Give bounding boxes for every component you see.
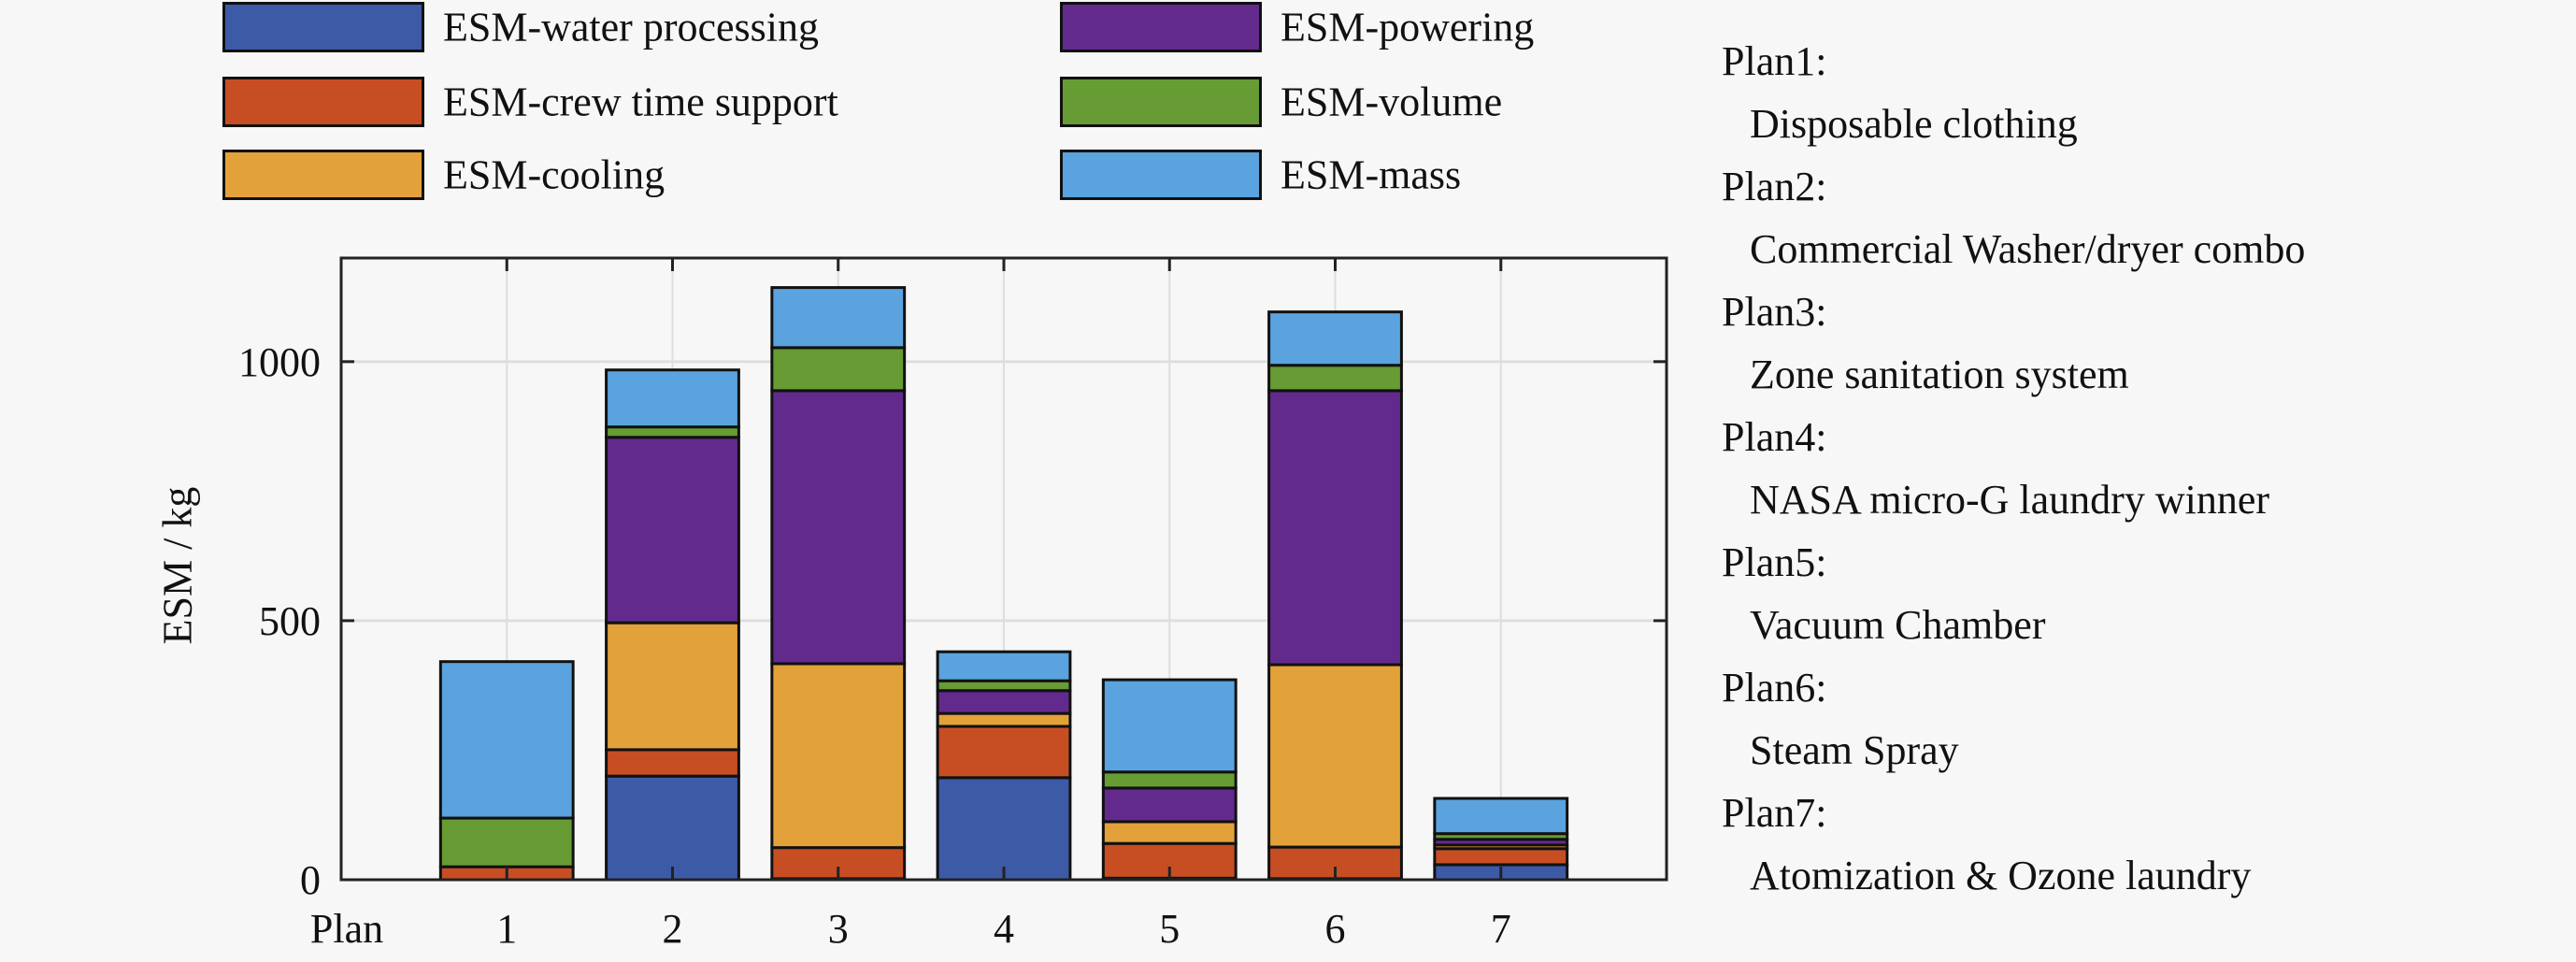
plan-7-description: Atomization & Ozone laundry bbox=[1750, 853, 2252, 898]
bar-segment-esm-cooling-plan-4 bbox=[936, 711, 1072, 728]
ticks-layer: 1 2 3 4 5 6 7 0 500 1000 bbox=[238, 258, 1667, 952]
plan-2-description: Commercial Washer/dryer combo bbox=[1750, 226, 2306, 272]
bar-segment-esm-powering-plan-5 bbox=[1101, 786, 1238, 824]
legend-label-powering: ESM-powering bbox=[1281, 4, 1535, 50]
bar-stack-plan-3 bbox=[770, 286, 907, 882]
bar-segment-esm-powering-plan-6 bbox=[1267, 389, 1403, 667]
bar-segment-esm-crew-time-support-plan-2 bbox=[605, 748, 740, 778]
bar-segment-esm-powering-plan-4 bbox=[936, 689, 1072, 715]
bar-segment-esm-powering-plan-3 bbox=[770, 389, 907, 666]
bar-segment-esm-volume-plan-5 bbox=[1101, 770, 1238, 790]
bar-segment-esm-mass-plan-6 bbox=[1267, 310, 1403, 367]
x-axis-label: Plan bbox=[310, 906, 383, 952]
bar-stack-plan-2 bbox=[605, 368, 740, 882]
legend-label-cooling: ESM-cooling bbox=[443, 151, 665, 198]
bar-segment-esm-mass-plan-2 bbox=[605, 368, 740, 429]
x-tick-label: 4 bbox=[994, 906, 1014, 952]
x-tick-label: 1 bbox=[496, 906, 517, 952]
bar-stack-plan-4 bbox=[936, 650, 1072, 882]
plan-7-label: Plan7: bbox=[1722, 790, 1827, 836]
legend-swatch-crew-time-support bbox=[222, 77, 424, 127]
legend-label-crew-time-support: ESM-crew time support bbox=[443, 79, 838, 125]
plan-descriptions: Plan1: Disposable clothing Plan2: Commer… bbox=[1722, 30, 2305, 907]
x-tick-label: 5 bbox=[1159, 906, 1180, 952]
x-tick-label: 3 bbox=[828, 906, 849, 952]
plan-5-description: Vacuum Chamber bbox=[1750, 602, 2046, 648]
legend-swatch-water-processing bbox=[222, 2, 424, 52]
bar-segment-esm-volume-plan-6 bbox=[1267, 364, 1403, 393]
legend-label-volume: ESM-volume bbox=[1281, 79, 1503, 125]
legend-item-powering: ESM-powering bbox=[1060, 0, 1534, 54]
legend-label-water-processing: ESM-water processing bbox=[443, 4, 820, 50]
bar-segment-esm-cooling-plan-3 bbox=[770, 662, 907, 850]
plan-2-label: Plan2: bbox=[1722, 164, 1827, 209]
bar-segment-esm-cooling-plan-2 bbox=[605, 621, 740, 752]
bar-stack-plan-6 bbox=[1267, 310, 1403, 882]
bar-segment-esm-volume-plan-2 bbox=[605, 425, 740, 439]
bar-segment-esm-volume-plan-4 bbox=[936, 679, 1072, 693]
bar-segment-esm-volume-plan-1 bbox=[438, 816, 575, 869]
bar-stack-plan-5 bbox=[1101, 678, 1238, 882]
x-tick-label: 2 bbox=[663, 906, 683, 952]
bar-stack-plan-1 bbox=[438, 660, 575, 882]
x-tick-label: 6 bbox=[1325, 906, 1346, 952]
plan-1-label: Plan1: bbox=[1722, 38, 1827, 84]
legend-item-volume: ESM-volume bbox=[1060, 75, 1502, 129]
legend-swatch-powering bbox=[1060, 2, 1262, 52]
plan-3-description: Zone sanitation system bbox=[1750, 352, 2129, 397]
legend-item-mass: ESM-mass bbox=[1060, 148, 1461, 202]
legend-item-cooling: ESM-cooling bbox=[222, 148, 665, 202]
bar-segment-esm-water-processing-plan-4 bbox=[936, 776, 1072, 882]
plan-4-label: Plan4: bbox=[1722, 414, 1827, 460]
bar-segment-esm-cooling-plan-6 bbox=[1267, 663, 1403, 849]
bar-segment-esm-mass-plan-7 bbox=[1433, 797, 1569, 836]
y-tick-label: 500 bbox=[259, 598, 321, 644]
legend-swatch-volume bbox=[1060, 77, 1262, 127]
bars-layer bbox=[438, 286, 1569, 882]
plan-3-label: Plan3: bbox=[1722, 289, 1827, 335]
bar-segment-esm-crew-time-support-plan-4 bbox=[936, 725, 1072, 780]
y-tick-label: 0 bbox=[300, 857, 321, 903]
bar-segment-esm-mass-plan-1 bbox=[438, 660, 575, 820]
legend-item-water-processing: ESM-water processing bbox=[222, 0, 819, 54]
bar-segment-esm-crew-time-support-plan-7 bbox=[1433, 847, 1569, 867]
legend-swatch-cooling bbox=[222, 150, 424, 200]
bar-segment-esm-cooling-plan-5 bbox=[1101, 820, 1238, 845]
bar-segment-esm-water-processing-plan-2 bbox=[605, 774, 740, 882]
plan-6-label: Plan6: bbox=[1722, 665, 1827, 711]
bar-segment-esm-mass-plan-3 bbox=[770, 286, 907, 350]
y-tick-label: 1000 bbox=[238, 339, 321, 385]
bar-segment-esm-mass-plan-4 bbox=[936, 650, 1072, 682]
plan-6-description: Steam Spray bbox=[1750, 727, 1959, 773]
plan-4-description: NASA micro-G laundry winner bbox=[1750, 477, 2270, 523]
legend-swatch-mass bbox=[1060, 150, 1262, 200]
legend-item-crew-time-support: ESM-crew time support bbox=[222, 75, 838, 129]
x-tick-label: 7 bbox=[1491, 906, 1511, 952]
plan-1-description: Disposable clothing bbox=[1750, 101, 2078, 147]
bar-segment-esm-volume-plan-3 bbox=[770, 346, 907, 393]
bar-segment-esm-powering-plan-2 bbox=[605, 436, 740, 625]
legend-label-mass: ESM-mass bbox=[1281, 151, 1462, 198]
plan-5-label: Plan5: bbox=[1722, 539, 1827, 585]
bar-segment-esm-mass-plan-5 bbox=[1101, 678, 1238, 774]
